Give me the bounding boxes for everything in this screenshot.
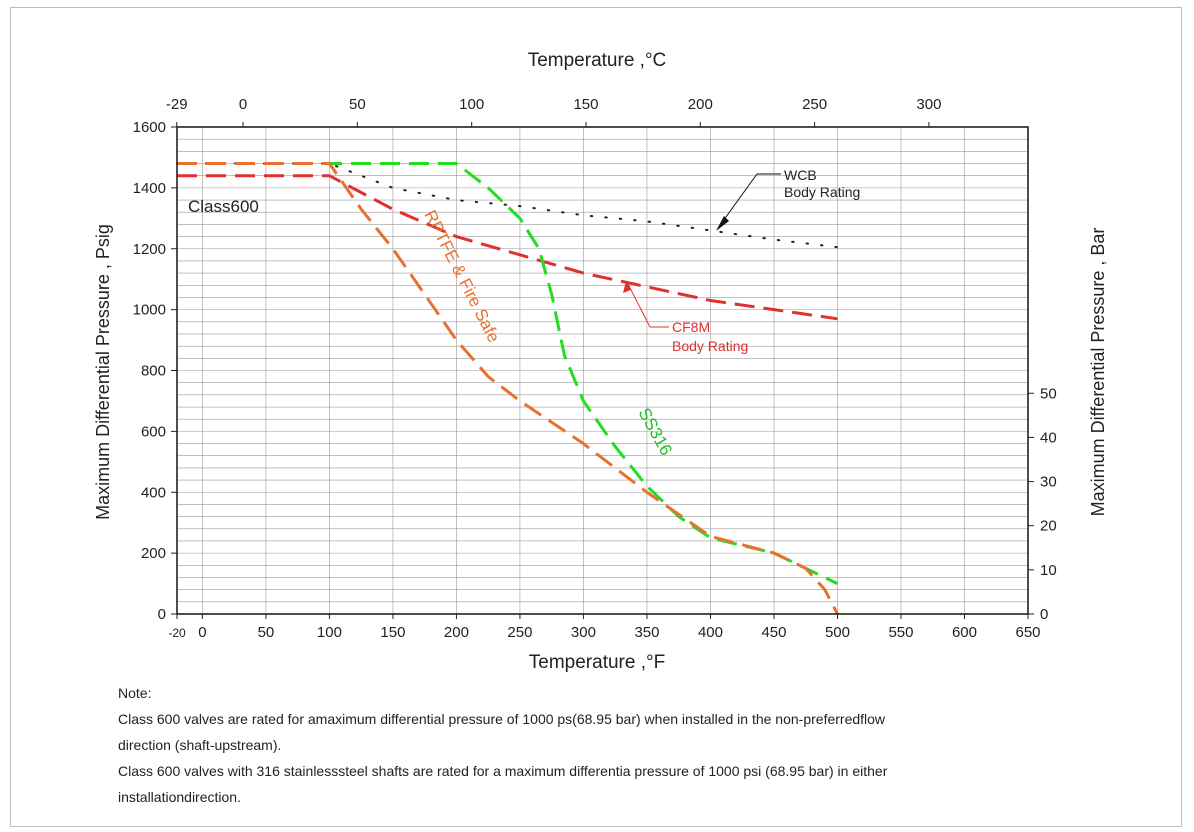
right-tick-label: 0 (1040, 606, 1048, 623)
x-tick-label: 350 (634, 624, 659, 641)
x-tick-label: 100 (317, 624, 342, 641)
y-tick-label: 800 (141, 363, 166, 380)
right-tick-label: 30 (1040, 474, 1057, 491)
rptfe-series-label: RPTFE & Fire Safe (420, 207, 503, 345)
x-tick-label: 200 (444, 624, 469, 641)
x-tick-label: 600 (952, 624, 977, 641)
x-tick-label: 450 (761, 624, 786, 641)
y-tick-label: 400 (141, 484, 166, 501)
y-tick-label: 0 (158, 606, 166, 623)
x-axis-label: Temperature ,°F (529, 652, 665, 673)
y-tick-label: 1000 (133, 302, 166, 319)
top-axis-label: Temperature ,°C (528, 50, 667, 71)
note-line-3: Class 600 valves with 316 stainlesssteel… (118, 763, 888, 779)
y-tick-label: 600 (141, 423, 166, 440)
right-axis-label: Maximum Differential Pressure , Bar (1088, 228, 1108, 517)
x-tick-label: 0 (198, 624, 206, 641)
top-tick-label: 150 (573, 96, 598, 113)
x-tick-label: 250 (507, 624, 532, 641)
y-axis-label: Maximum Differential Pressure , Psig (93, 224, 113, 520)
note-heading: Note: (118, 685, 152, 701)
y-tick-label: 1200 (133, 241, 166, 258)
x-tick-label: 400 (698, 624, 723, 641)
wcb-label-line1: WCB (784, 167, 817, 183)
note-line-1: Class 600 valves are rated for amaximum … (118, 711, 886, 727)
tick-layer: -20 0 50 100 150 200 250 300 350 400 450 500 550 600 6… (133, 96, 1057, 641)
x-tick-label: 150 (380, 624, 405, 641)
note-line-4: installationdirection. (118, 789, 241, 805)
y-tick-label: 200 (141, 545, 166, 562)
x-tick-label: 300 (571, 624, 596, 641)
wcb-annotation: WCB Body Rating (716, 167, 860, 231)
y-tick-label: 1400 (133, 180, 166, 197)
x-tick-label: 50 (258, 624, 275, 641)
top-tick-label: 300 (916, 96, 941, 113)
top-tick-label: 0 (239, 96, 247, 113)
x-tick-label: -20 (168, 626, 186, 640)
right-tick-label: 40 (1040, 429, 1057, 446)
top-tick-label: 250 (802, 96, 827, 113)
y-tick-label: 1600 (133, 119, 166, 136)
right-tick-label: 10 (1040, 562, 1057, 579)
right-tick-label: 50 (1040, 385, 1057, 402)
note-line-2: direction (shaft-upstream). (118, 737, 282, 753)
cf8m-annotation: CF8M Body Rating (623, 281, 748, 354)
pressure-temperature-chart: -20 0 50 100 150 200 250 300 350 400 450 500 550 600 6… (93, 50, 1108, 673)
top-tick-label: 200 (688, 96, 713, 113)
wcb-label-line2: Body Rating (784, 184, 860, 200)
x-tick-label: 500 (825, 624, 850, 641)
cf8m-label-line2: Body Rating (672, 338, 748, 354)
top-tick-label: 50 (349, 96, 366, 113)
cf8m-label-line1: CF8M (672, 319, 710, 335)
cf8m-series-line (177, 174, 838, 321)
class-label: Class600 (188, 197, 259, 216)
top-tick-label: -29 (166, 96, 188, 113)
ss316-series-line (177, 162, 839, 585)
right-tick-label: 20 (1040, 518, 1057, 535)
x-tick-label: 550 (888, 624, 913, 641)
top-tick-label: 100 (459, 96, 484, 113)
notes-section: Note: Class 600 valves are rated for ama… (118, 680, 1118, 810)
grid-layer (177, 127, 1028, 614)
x-tick-label: 650 (1015, 624, 1040, 641)
rptfe-series-line (177, 162, 839, 615)
series-layer (176, 162, 839, 615)
figure-frame (10, 7, 1182, 827)
